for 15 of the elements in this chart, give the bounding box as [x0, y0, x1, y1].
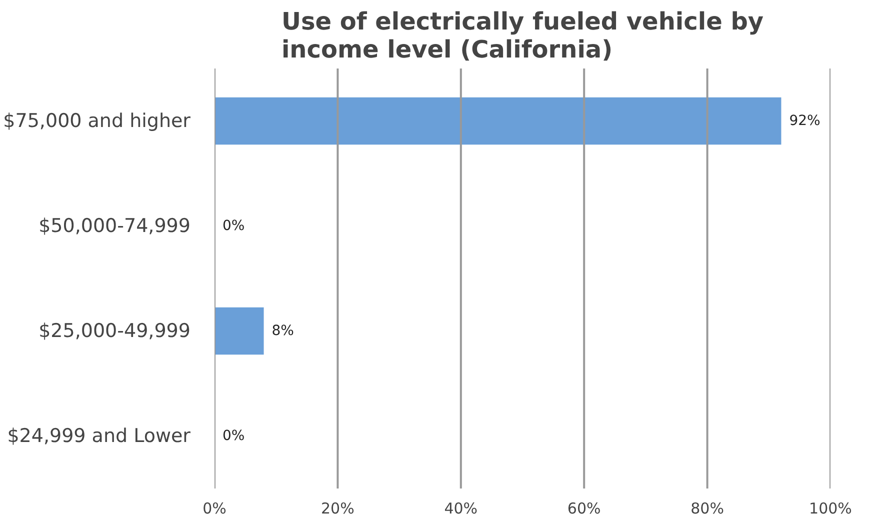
x-tick-label: 20%: [321, 500, 354, 518]
data-label: 0%: [222, 428, 245, 444]
y-tick-label: $25,000-49,999: [38, 320, 191, 342]
x-tick-label: 40%: [444, 500, 478, 518]
data-label: 92%: [789, 113, 820, 129]
y-tick-label: $75,000 and higher: [3, 110, 191, 132]
x-tick-label: 80%: [690, 500, 724, 518]
data-label: 8%: [272, 323, 294, 339]
y-tick-label: $24,999 and Lower: [7, 425, 191, 447]
x-tick-label: 100%: [809, 500, 852, 518]
chart-title: Use of electrically fueled vehicle by income level (California): [281, 8, 764, 64]
data-label: 0%: [222, 218, 245, 234]
y-tick-label: $50,000-74,999: [38, 215, 191, 237]
x-tick-label: 60%: [567, 500, 601, 518]
x-tick-label: 0%: [202, 500, 226, 518]
